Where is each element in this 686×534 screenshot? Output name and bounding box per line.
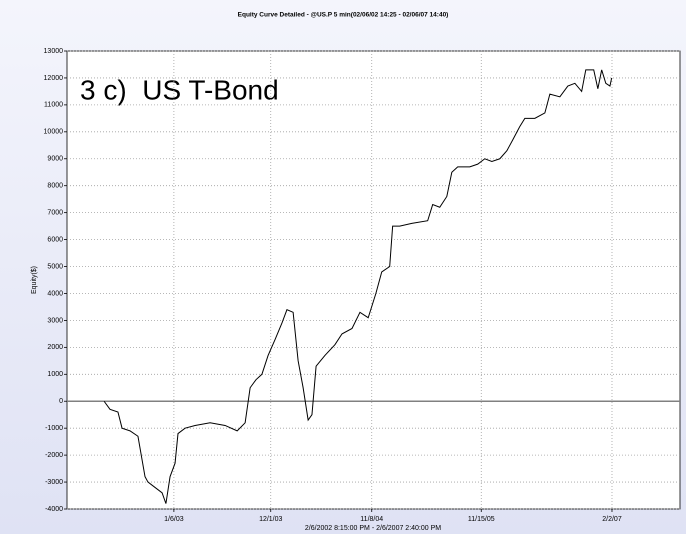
x-axis-label: 2/6/2002 8:15:00 PM - 2/6/2007 2:40:00 P…: [305, 525, 441, 532]
chart-title: Equity Curve Detailed - @US.P 5 min(02/0…: [238, 12, 449, 19]
y-tick-label: -2000: [45, 452, 63, 459]
y-tick-label: -1000: [45, 425, 63, 432]
x-tick-label: 11/15/05: [468, 516, 495, 523]
annotation: 3 c) US T-Bond: [80, 74, 279, 105]
y-tick-label: 6000: [47, 236, 63, 243]
y-tick-label: 1000: [47, 371, 63, 378]
y-tick-label: 5000: [47, 263, 63, 270]
y-axis-label: Equity($): [31, 266, 38, 294]
y-tick-label: 2000: [47, 344, 63, 351]
x-tick-label: 11/8/04: [360, 516, 383, 523]
y-tick-label: 7000: [47, 209, 63, 216]
plot-area: [66, 50, 681, 510]
y-tick-label: 10000: [44, 129, 64, 136]
y-tick-label: 12000: [44, 75, 64, 82]
x-tick-label: 12/1/03: [259, 516, 282, 523]
y-tick-label: 8000: [47, 183, 63, 190]
y-tick-label: 3000: [47, 317, 63, 324]
y-tick-label: 4000: [47, 290, 63, 297]
y-tick-label: 0: [59, 398, 63, 405]
x-tick-label: 1/6/03: [164, 516, 184, 523]
y-tick-label: -4000: [45, 506, 63, 513]
y-tick-label: 11000: [44, 102, 63, 109]
y-tick-label: 13000: [44, 48, 64, 55]
x-tick-label: 2/2/07: [602, 516, 622, 523]
y-tick-label: -3000: [45, 479, 63, 486]
equity-line: [103, 69, 613, 504]
y-tick-label: 9000: [47, 156, 63, 163]
